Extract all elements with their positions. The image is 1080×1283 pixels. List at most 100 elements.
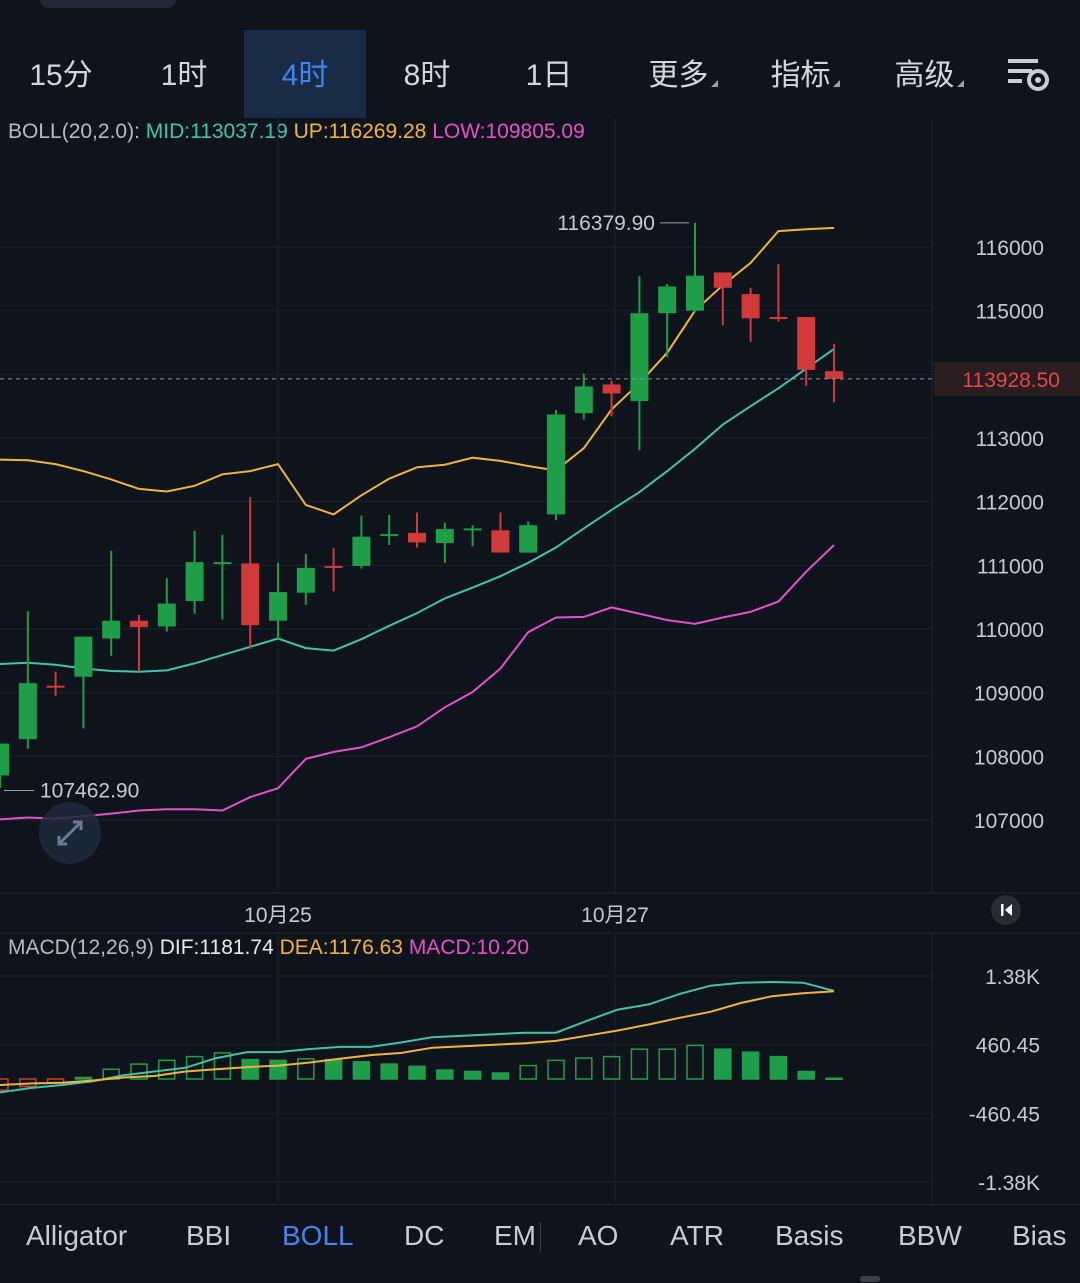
macd-histogram-bar	[352, 1061, 371, 1080]
indicator-bbi[interactable]: BBI	[186, 1220, 232, 1251]
chart-settings-icon[interactable]	[1006, 56, 1052, 94]
macd-histogram-bar	[463, 1070, 482, 1080]
indicator-separator	[540, 1222, 541, 1252]
macd-dif-line	[0, 980, 835, 1094]
candle-body	[241, 563, 260, 626]
indicator-boll[interactable]: BOLL	[282, 1220, 354, 1251]
macd-histogram-bar	[686, 1044, 704, 1080]
price-chart[interactable]: 116000 115000 113000 112000 111000 110000 1090…	[0, 0, 1080, 1204]
candle-body	[602, 384, 621, 394]
boll-legend: BOLL(20,2.0): MID:113037.19 UP:116269.28…	[8, 120, 585, 144]
price-tick-label: 110000	[975, 619, 1044, 642]
candle-body	[213, 562, 232, 565]
boll-up: UP:116269.28	[293, 120, 427, 143]
candle-body	[130, 620, 148, 628]
jump-to-latest-button[interactable]	[991, 895, 1021, 925]
macd-histogram-bar	[519, 1064, 537, 1080]
tab-4h[interactable]: 4时	[244, 30, 366, 118]
price-tick-label: 112000	[975, 492, 1044, 515]
indicator-dc[interactable]: DC	[404, 1220, 445, 1251]
candle-body	[463, 528, 482, 531]
tab-advanced[interactable]: 高级	[886, 30, 972, 118]
boll-name: BOLL(20,2.0):	[8, 120, 140, 143]
indicator-ao[interactable]: AO	[578, 1220, 619, 1251]
date-tick-label: 10月27	[581, 904, 649, 927]
macd-histogram-bar	[630, 1048, 649, 1080]
macd-tick-label: 460.45	[976, 1035, 1040, 1058]
jump-to-latest-icon	[1001, 904, 1012, 916]
candle-body	[741, 294, 760, 319]
indicator-atr[interactable]: ATR	[670, 1220, 724, 1251]
candle-body	[686, 275, 704, 311]
candle-body	[296, 567, 315, 593]
tab-more-label: 更多	[648, 59, 709, 92]
tab-15m[interactable]: 15分	[15, 30, 107, 118]
date-tick-label: 10月25	[244, 904, 312, 927]
boll-mid-line	[0, 348, 835, 673]
price-tick-label: 111000	[977, 555, 1044, 578]
indicator-alligator[interactable]: Alligator	[26, 1220, 128, 1251]
macd-histogram-bar	[741, 1051, 760, 1080]
expand-chart-button[interactable]	[39, 802, 101, 864]
macd-histogram-bar	[547, 1059, 565, 1080]
macd-histogram-bar	[714, 1048, 732, 1080]
tab-1d-label: 1日	[525, 59, 573, 92]
macd-tick-label: -460.45	[969, 1103, 1040, 1126]
macd-name: MACD(12,26,9)	[8, 936, 154, 959]
candle-body	[519, 525, 538, 553]
candle-body	[380, 534, 399, 537]
dropdown-triangle-icon	[832, 80, 840, 87]
candle-body	[185, 562, 204, 601]
macd-histogram-bar	[74, 1076, 93, 1080]
tab-4h-label: 4时	[281, 59, 329, 92]
status-pill	[40, 0, 176, 8]
candle-body	[797, 317, 816, 370]
tab-1h-label: 1时	[160, 59, 208, 92]
candle-body	[74, 636, 93, 677]
candle-body	[658, 286, 677, 314]
price-tick-label: 108000	[974, 746, 1044, 769]
high-annotation-label: 116379.90	[557, 212, 655, 235]
macd-histogram-bar	[575, 1057, 593, 1080]
indicator-em[interactable]: EM	[494, 1220, 534, 1251]
candle-body	[157, 603, 176, 627]
indicator-bias[interactable]: Bias	[1012, 1220, 1067, 1251]
boll-upper-line	[0, 226, 835, 516]
timeframe-bar: 15分 1时 4时 8时 1日 更多 指标 高级	[0, 0, 1080, 118]
expand-icon	[57, 820, 83, 846]
macd-dea-line	[0, 990, 835, 1086]
candle-body	[769, 317, 788, 320]
boll-lower-line	[0, 544, 835, 821]
boll-mid: MID:113037.19	[145, 120, 288, 143]
macd-histogram-bar	[241, 1058, 259, 1080]
candle-body	[630, 313, 649, 402]
macd-tick-label: -1.38K	[978, 1172, 1040, 1195]
macd-histogram-bar	[658, 1048, 676, 1080]
macd-histogram-bar	[491, 1072, 510, 1080]
candle-body	[269, 592, 287, 621]
candle-body	[352, 536, 371, 566]
macd-tick-label: 1.38K	[985, 966, 1040, 989]
indicator-bbw[interactable]: BBW	[898, 1220, 962, 1251]
tab-1d[interactable]: 1日	[506, 30, 592, 118]
macd-value: MACD:10.20	[408, 936, 530, 959]
macd-histogram-bar	[324, 1058, 343, 1080]
indicator-basis[interactable]: Basis	[775, 1220, 844, 1251]
tab-8h[interactable]: 8时	[384, 30, 470, 118]
candle-body	[435, 529, 454, 544]
candle-body	[574, 386, 593, 414]
candle-body	[18, 683, 37, 740]
price-tick-label: 113000	[975, 428, 1044, 451]
macd-histogram-bar	[185, 1055, 204, 1080]
macd-histogram-bar	[269, 1059, 287, 1080]
macd-dif: DIF:1181.74	[159, 936, 274, 959]
candle-body	[825, 371, 843, 379]
tab-more[interactable]: 更多	[640, 30, 726, 118]
tab-indicators[interactable]: 指标	[762, 30, 848, 118]
tab-15m-label: 15分	[29, 59, 93, 92]
dropdown-triangle-icon	[710, 80, 718, 87]
candle-body	[408, 532, 426, 543]
candle-body	[324, 565, 343, 568]
tab-indicators-label: 指标	[770, 59, 831, 92]
tab-1h[interactable]: 1时	[140, 30, 228, 118]
